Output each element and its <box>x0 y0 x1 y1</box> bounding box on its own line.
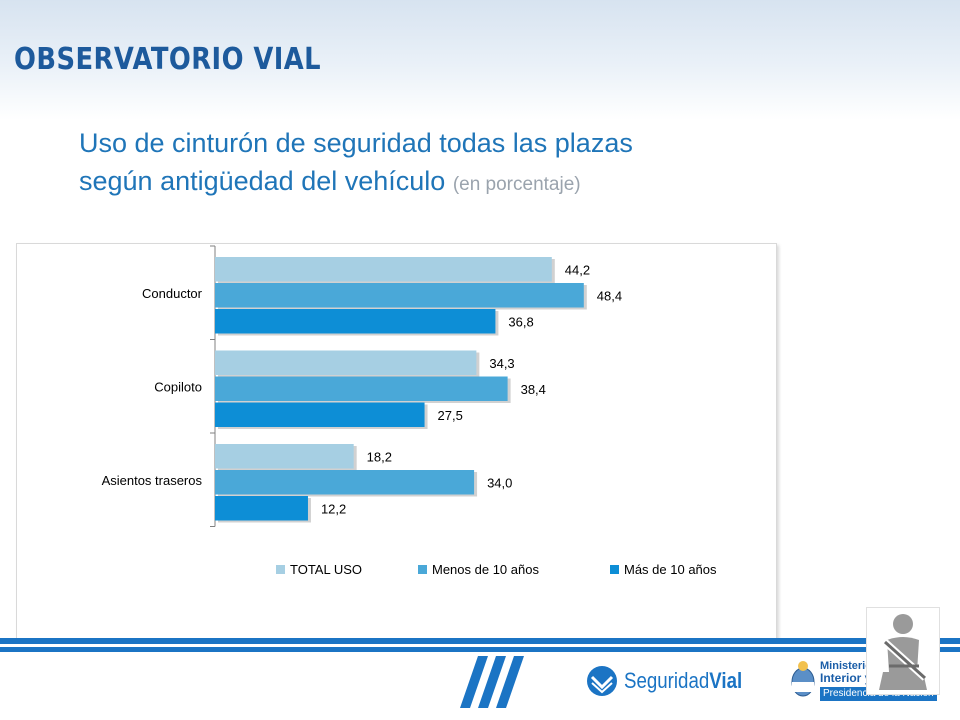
bar-2 <box>215 470 475 495</box>
data-label: 34,3 <box>489 356 514 371</box>
seguridad-vial-logo: SeguridadVial <box>586 658 763 704</box>
data-label: 38,4 <box>521 382 546 397</box>
bar-3 <box>215 402 425 427</box>
title-line-1: Uso de cinturón de seguridad todas las p… <box>79 128 633 158</box>
data-label: 34,0 <box>487 475 512 490</box>
decorative-stripes-icon <box>460 656 524 708</box>
bar-1 <box>215 444 354 469</box>
legend-swatch <box>418 565 427 574</box>
bar-1 <box>215 350 477 375</box>
chart-area: 44,2 48,4 36,8 Conductor 34,3 38,4 27,5 Copilot… <box>16 243 777 648</box>
title-line-2: según antigüedad del vehículo (en porcen… <box>79 162 839 204</box>
title-line-2-text: según antigüedad del vehículo <box>79 166 446 196</box>
bar-2 <box>215 376 508 401</box>
observatorio-vial-logo: OBSERVATORIO VIAL <box>14 42 322 77</box>
bar-3 <box>215 496 308 521</box>
data-label: 48,4 <box>597 288 622 303</box>
legend-label: Menos de 10 años <box>432 562 539 577</box>
legend-swatch <box>276 565 285 574</box>
seatbelt-icon <box>866 607 940 695</box>
legend-swatch <box>610 565 619 574</box>
ministry-line-1: Ministerio <box>820 660 872 672</box>
bar-2 <box>215 283 584 308</box>
bar-3 <box>215 309 496 334</box>
brand-suffix: Vial <box>709 668 743 693</box>
data-label: 36,8 <box>508 314 533 329</box>
seguridad-vial-emblem-icon <box>587 666 617 696</box>
bar-1 <box>215 257 552 282</box>
title-note: (en porcentaje) <box>452 174 581 195</box>
data-label: 44,2 <box>565 262 590 277</box>
legend-label: Más de 10 años <box>624 562 717 577</box>
category-tick-label: Copiloto <box>154 379 202 394</box>
header-background <box>0 0 960 120</box>
data-label: 12,2 <box>321 501 346 516</box>
data-label: 18,2 <box>367 449 392 464</box>
data-label: 27,5 <box>438 408 463 423</box>
category-tick-label: Conductor <box>142 286 203 301</box>
brand-prefix: Seguridad <box>624 668 710 693</box>
national-shield-icon <box>791 661 815 697</box>
slide-title: Uso de cinturón de seguridad todas las p… <box>79 124 839 204</box>
category-tick-label: Asientos traseros <box>102 473 203 488</box>
seguridad-vial-wordmark: SeguridadVial <box>624 668 742 694</box>
bar-chart: 44,2 48,4 36,8 Conductor 34,3 38,4 27,5 Copilot… <box>102 245 717 577</box>
legend-label: TOTAL USO <box>290 562 362 577</box>
ministry-line-2: Interior y <box>820 671 872 685</box>
